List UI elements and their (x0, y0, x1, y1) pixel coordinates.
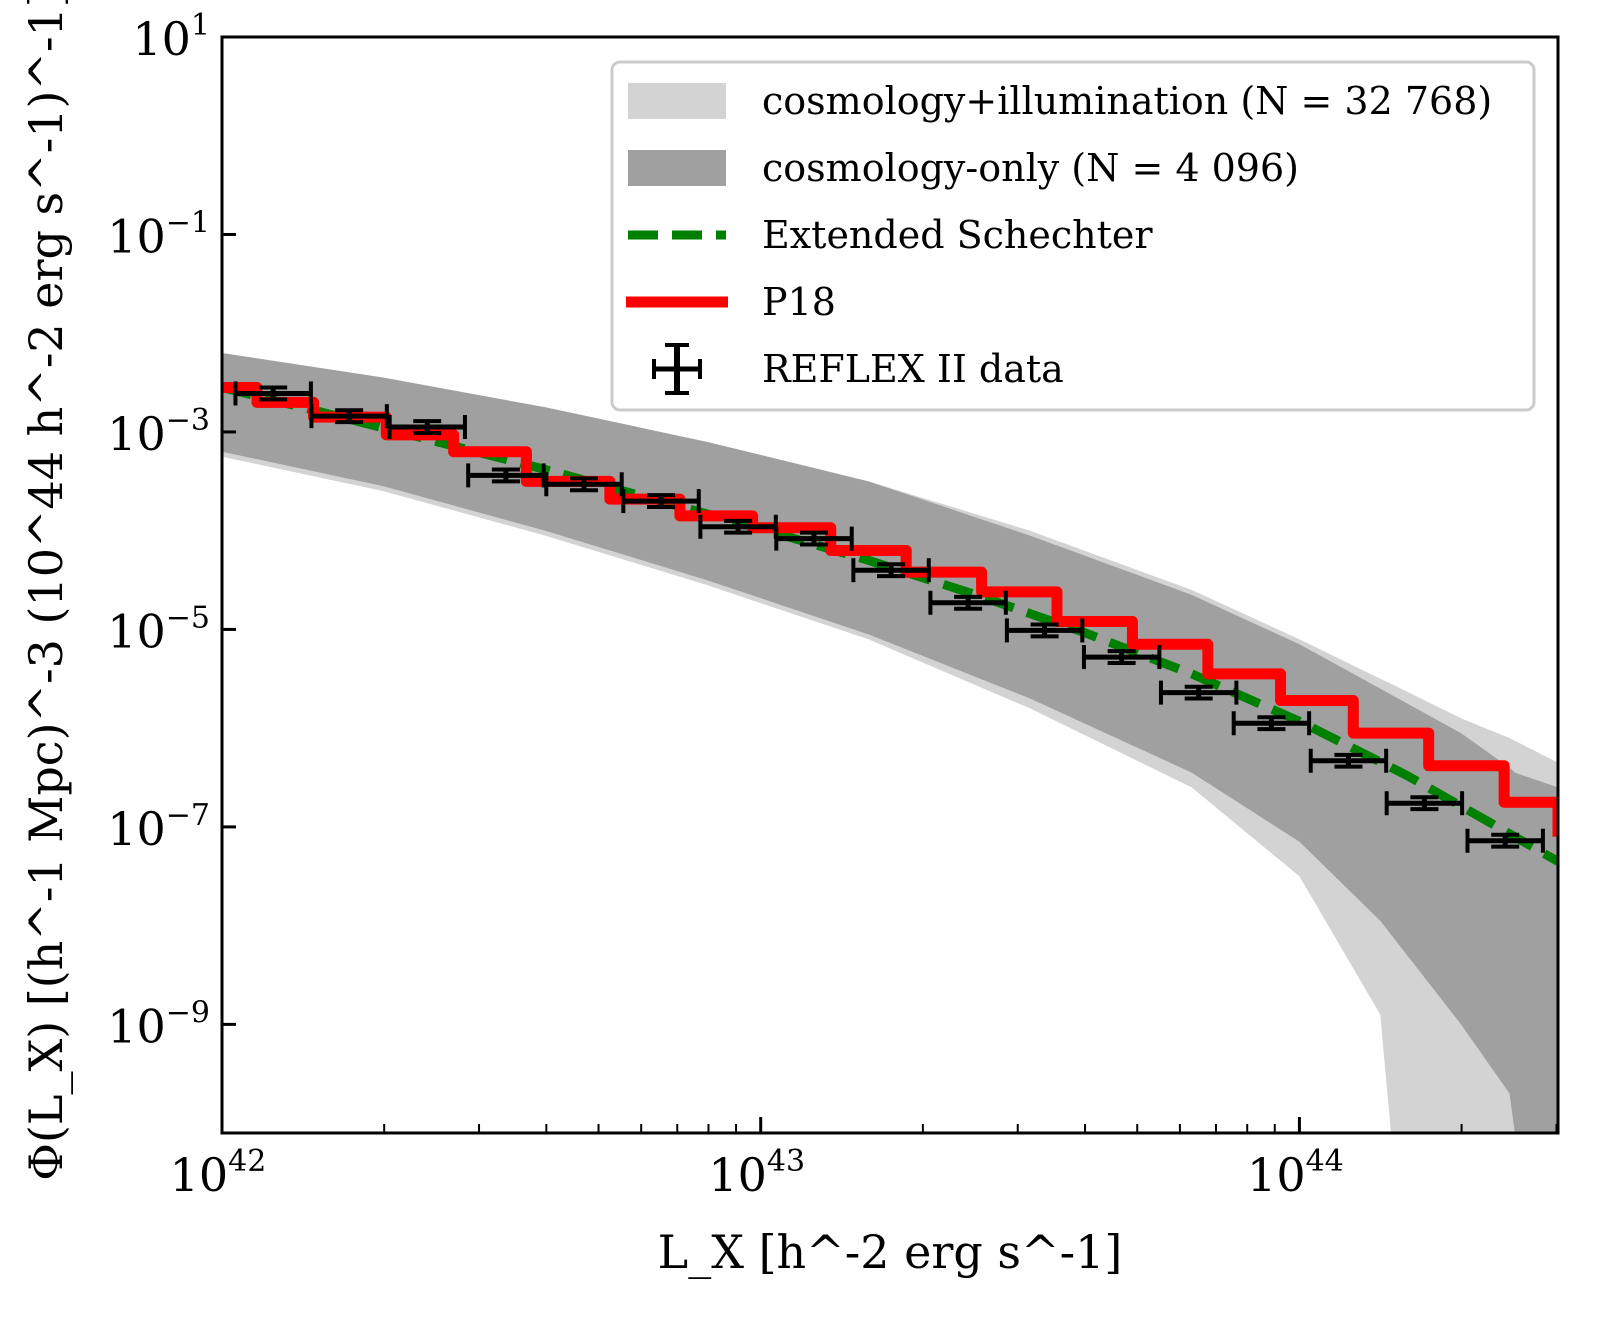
legend-item: Extended Schechter (628, 213, 1153, 257)
data-point (1465, 828, 1545, 853)
data-point (851, 558, 931, 583)
data-point (928, 590, 1008, 615)
y-tick-label: 101 (132, 8, 210, 66)
x-axis: 1042 1043 1044 (170, 1117, 1558, 1202)
data-point (387, 415, 467, 440)
data-point (698, 514, 778, 539)
legend-box (610, 60, 1536, 412)
data-point (621, 489, 701, 514)
data-point (1384, 791, 1465, 816)
plot-frame (220, 35, 1560, 1135)
y-axis-label: Φ(L_X) [(h^-1 Mpc)^-3 (10^44 h^-2 erg s^… (19, 0, 73, 1181)
data-point (309, 404, 389, 429)
y-tick-label: 10−7 (107, 798, 210, 856)
data-point (1081, 645, 1162, 670)
legend-item: cosmology-only (N = 4 096) (628, 146, 1299, 190)
data-point (466, 463, 546, 488)
data-point (233, 381, 313, 406)
data-point (1231, 711, 1312, 736)
data-point (1308, 748, 1389, 773)
y-tick-label: 10−1 (107, 205, 210, 263)
points-layer (233, 381, 1545, 853)
legend-label: P18 (762, 280, 836, 324)
band-cosmology-only (222, 352, 1558, 1133)
x-tick-label: 1043 (708, 1144, 805, 1202)
data-point (1004, 618, 1085, 643)
legend-label: cosmology+illumination (N = 32 768) (762, 79, 1492, 123)
x-tick-label: 1042 (170, 1144, 267, 1202)
legend: cosmology+illumination (N = 32 768) cosmo… (610, 60, 1536, 412)
data-point (544, 472, 624, 497)
lines-layer (222, 382, 1558, 866)
p18-step-line (222, 382, 1558, 837)
y-axis: 101 10−1 10−3 10−5 10−7 10−9 (107, 8, 236, 1053)
legend-label: Extended Schechter (762, 213, 1153, 257)
legend-label: cosmology-only (N = 4 096) (762, 146, 1299, 190)
data-point (1158, 680, 1239, 705)
data-point (774, 526, 854, 551)
legend-item: P18 (626, 280, 836, 324)
legend-item: cosmology+illumination (N = 32 768) (628, 79, 1492, 123)
y-tick-label: 10−3 (107, 403, 210, 461)
x-tick-label: 1044 (1247, 1144, 1344, 1202)
x-axis-label: L_X [h^-2 erg s^-1] (658, 1225, 1123, 1279)
bands-layer (222, 352, 1558, 1133)
legend-swatch (628, 150, 726, 186)
y-tick-label: 10−5 (107, 600, 210, 658)
legend-item: REFLEX II data (652, 343, 1064, 395)
y-tick-label: 10−9 (107, 995, 210, 1053)
legend-swatch (628, 83, 726, 119)
legend-label: REFLEX II data (762, 347, 1064, 391)
